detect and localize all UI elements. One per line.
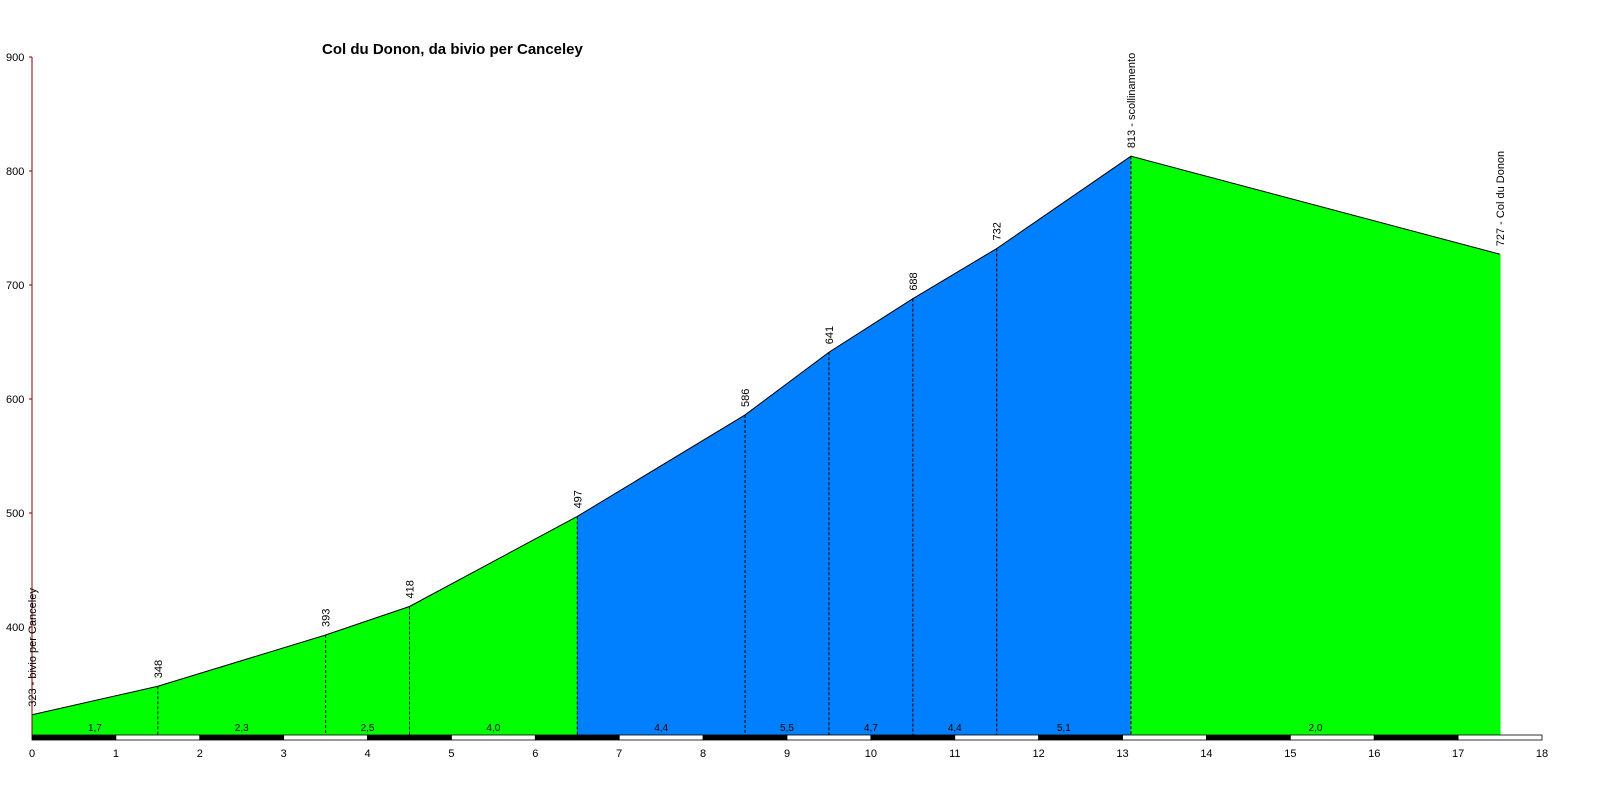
point-label-7: 688 [908, 272, 920, 290]
y-axis: 400 500 600 700 800 900 [6, 52, 33, 735]
segment-fill-2 [157, 634, 326, 736]
x-tick-label-2: 2 [197, 748, 203, 760]
segment-fill-8 [912, 247, 998, 736]
y-tick-label-800: 800 [6, 166, 24, 178]
chart-title: Col du Donon, da bivio per Canceley [322, 41, 584, 58]
point-label-6: 641 [824, 326, 836, 344]
x-tick-label-9: 9 [784, 748, 790, 760]
grade-labels: 1,7 2,3 2,5 4,0 4,4 5,5 4,7 4,4 5,1 2,0 [88, 723, 1323, 734]
x-tick-label-18: 18 [1536, 748, 1548, 760]
segment-fill-7 [828, 298, 914, 736]
segment-fill-5 [576, 414, 746, 736]
x-scale-block-9 [786, 734, 872, 741]
y-tick-label-400: 400 [6, 622, 24, 634]
point-label-9: 813 - scollinamento [1126, 53, 1138, 148]
x-scale-block-15 [1289, 734, 1375, 741]
x-scale-block-16 [1373, 734, 1459, 741]
grade-label-10: 2,0 [1309, 723, 1323, 734]
x-scale-block-0 [31, 734, 117, 741]
y-tick-label-700: 700 [6, 280, 24, 292]
point-label-10: 727 - Col du Donon [1495, 151, 1507, 246]
grade-label-7: 4,7 [864, 723, 878, 734]
point-label-3: 418 [405, 580, 417, 598]
x-tick-label-4: 4 [364, 748, 370, 760]
x-tick-label-8: 8 [700, 748, 706, 760]
grade-label-9: 5,1 [1057, 723, 1071, 734]
x-scale-block-8 [702, 734, 788, 741]
x-scale-block-11 [954, 734, 1040, 741]
x-tick-label-12: 12 [1033, 748, 1045, 760]
point-label-4: 497 [572, 490, 584, 508]
segment-fill-10 [1130, 155, 1501, 736]
x-tick-label-16: 16 [1368, 748, 1380, 760]
point-label-8: 732 [992, 222, 1004, 240]
x-scale-block-12 [1038, 734, 1123, 741]
x-scale-block-4 [367, 734, 452, 741]
x-tick-label-14: 14 [1200, 748, 1212, 760]
x-tick-label-1: 1 [113, 748, 119, 760]
x-tick-label-11: 11 [949, 748, 960, 760]
grade-label-8: 4,4 [948, 723, 962, 734]
x-tick-label-15: 15 [1284, 748, 1296, 760]
segment-fill-4 [409, 515, 578, 736]
y-tick-label-500: 500 [6, 508, 24, 520]
y-tick-label-900: 900 [6, 52, 24, 64]
x-tick-label-10: 10 [865, 748, 877, 760]
grade-label-2: 2,3 [235, 723, 249, 734]
grade-label-3: 2,5 [361, 723, 375, 734]
y-tick-label-600: 600 [6, 394, 24, 406]
segment-dividers [157, 156, 1132, 735]
x-scale-block-2 [199, 734, 285, 741]
profile-fills [31, 155, 1501, 736]
segment-fill-3 [325, 606, 410, 736]
x-scale-block-6 [534, 734, 620, 741]
grade-label-5: 4,4 [654, 723, 668, 734]
x-tick-label-13: 13 [1116, 748, 1128, 760]
point-label-2: 393 [321, 609, 333, 627]
x-tick-label-3: 3 [281, 748, 287, 760]
grade-label-1: 1,7 [88, 723, 102, 734]
segment-fill-9 [996, 155, 1132, 736]
segment-fill-6 [744, 351, 830, 736]
x-scale-block-7 [618, 734, 704, 741]
x-tick-label-17: 17 [1452, 748, 1464, 760]
x-tick-label-5: 5 [448, 748, 454, 760]
grade-label-6: 5,5 [780, 723, 794, 734]
x-scale-block-13 [1122, 734, 1207, 741]
x-tick-label-6: 6 [532, 748, 538, 760]
x-scale-block-17 [1457, 734, 1543, 741]
x-scale-block-1 [115, 734, 201, 741]
x-axis: 0 1 2 3 4 5 6 7 8 9 10 11 12 13 14 15 16 17 18 [29, 734, 1548, 760]
point-label-1: 348 [153, 660, 165, 678]
x-scale-block-3 [283, 734, 368, 741]
x-scale-block-14 [1206, 734, 1291, 741]
point-labels: 323 - bivio per Canceley 348 393 418 497 586 6… [27, 53, 1507, 707]
point-label-0: 323 - bivio per Canceley [27, 588, 39, 707]
x-scale-block-10 [870, 734, 956, 741]
x-tick-label-7: 7 [616, 748, 622, 760]
x-scale-block-5 [451, 734, 536, 741]
point-label-5: 586 [740, 389, 752, 407]
grade-label-4: 4,0 [486, 723, 500, 734]
x-tick-label-0: 0 [29, 748, 35, 760]
